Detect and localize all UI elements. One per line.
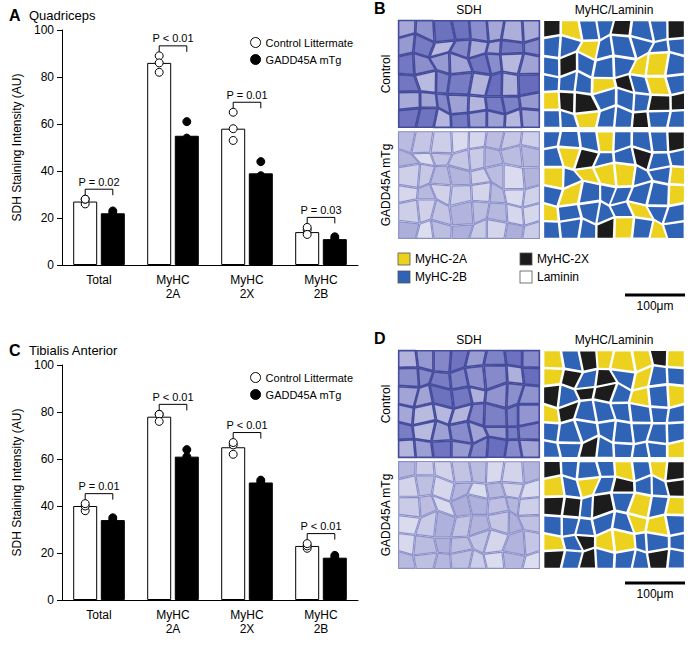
svg-text:2X: 2X bbox=[240, 287, 255, 301]
svg-text:P = 0.01: P = 0.01 bbox=[226, 89, 267, 101]
svg-text:40: 40 bbox=[41, 499, 55, 513]
svg-text:Control: Control bbox=[379, 385, 393, 424]
svg-text:GADD45A mTg: GADD45A mTg bbox=[379, 144, 393, 227]
svg-text:SDH Staining Intensity (AU): SDH Staining Intensity (AU) bbox=[10, 73, 24, 221]
svg-text:A: A bbox=[9, 7, 21, 24]
svg-text:MyHC: MyHC bbox=[156, 273, 190, 287]
svg-text:60: 60 bbox=[41, 452, 55, 466]
svg-text:100: 100 bbox=[34, 23, 54, 37]
svg-text:SDH: SDH bbox=[456, 3, 481, 17]
svg-text:SDH Staining Intensity (AU): SDH Staining Intensity (AU) bbox=[10, 408, 24, 556]
svg-text:B: B bbox=[374, 0, 386, 17]
svg-text:P = 0.02: P = 0.02 bbox=[78, 176, 119, 188]
svg-text:2A: 2A bbox=[166, 622, 181, 636]
svg-text:GADD45A mTg: GADD45A mTg bbox=[266, 389, 342, 401]
svg-text:Quadriceps: Quadriceps bbox=[29, 8, 96, 23]
svg-text:MyHC/Laminin: MyHC/Laminin bbox=[575, 333, 654, 347]
svg-text:80: 80 bbox=[41, 405, 55, 419]
svg-text:P = 0.01: P = 0.01 bbox=[78, 480, 119, 492]
svg-text:40: 40 bbox=[41, 164, 55, 178]
svg-text:MyHC: MyHC bbox=[230, 273, 264, 287]
svg-text:Control: Control bbox=[379, 55, 393, 94]
svg-text:Control Littermate: Control Littermate bbox=[266, 37, 353, 49]
svg-text:MyHC: MyHC bbox=[156, 608, 190, 622]
svg-text:20: 20 bbox=[41, 546, 55, 560]
svg-text:MyHC-2X: MyHC-2X bbox=[537, 252, 589, 266]
svg-text:GADD45A mTg: GADD45A mTg bbox=[266, 54, 342, 66]
svg-text:100: 100 bbox=[34, 358, 54, 372]
svg-text:100μm: 100μm bbox=[637, 587, 674, 601]
svg-text:P < 0.01: P < 0.01 bbox=[152, 391, 193, 403]
svg-text:Tibialis Anterior: Tibialis Anterior bbox=[29, 343, 118, 358]
svg-text:2X: 2X bbox=[240, 622, 255, 636]
svg-text:MyHC-2B: MyHC-2B bbox=[415, 270, 467, 284]
svg-text:P < 0.01: P < 0.01 bbox=[226, 419, 267, 431]
svg-text:100μm: 100μm bbox=[637, 299, 674, 313]
svg-text:SDH: SDH bbox=[456, 333, 481, 347]
svg-text:2A: 2A bbox=[166, 287, 181, 301]
svg-text:P = 0.03: P = 0.03 bbox=[300, 204, 341, 216]
svg-text:2B: 2B bbox=[314, 622, 329, 636]
svg-text:Total: Total bbox=[86, 273, 111, 287]
svg-text:MyHC: MyHC bbox=[304, 273, 338, 287]
svg-text:C: C bbox=[9, 342, 21, 359]
svg-text:MyHC-2A: MyHC-2A bbox=[415, 252, 467, 266]
svg-text:20: 20 bbox=[41, 211, 55, 225]
svg-text:MyHC: MyHC bbox=[230, 608, 264, 622]
svg-text:Laminin: Laminin bbox=[537, 270, 579, 284]
svg-text:Total: Total bbox=[86, 608, 111, 622]
svg-text:P < 0.01: P < 0.01 bbox=[300, 520, 341, 532]
svg-text:80: 80 bbox=[41, 70, 55, 84]
svg-text:D: D bbox=[374, 330, 386, 347]
svg-text:60: 60 bbox=[41, 117, 55, 131]
svg-text:0: 0 bbox=[47, 258, 54, 272]
svg-text:P < 0.01: P < 0.01 bbox=[152, 32, 193, 44]
svg-text:0: 0 bbox=[47, 593, 54, 607]
svg-text:2B: 2B bbox=[314, 287, 329, 301]
svg-text:GADD45A mTg: GADD45A mTg bbox=[379, 474, 393, 557]
svg-text:MyHC/Laminin: MyHC/Laminin bbox=[575, 3, 654, 17]
svg-text:MyHC: MyHC bbox=[304, 608, 338, 622]
svg-text:Control Littermate: Control Littermate bbox=[266, 372, 353, 384]
